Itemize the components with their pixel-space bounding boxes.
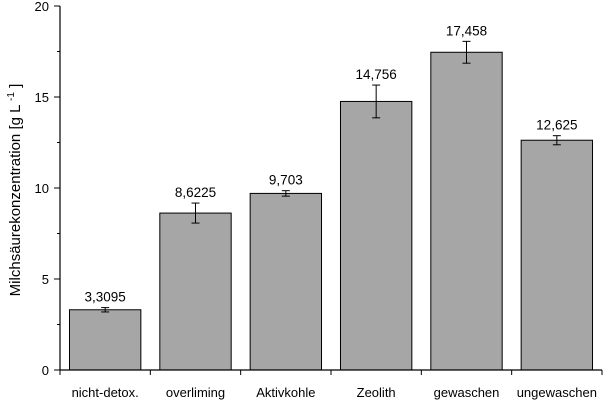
y-axis-label: Milchsäurekonzentration [g L — [7, 105, 24, 296]
bar — [68, 309, 142, 371]
data-label: 14,756 — [356, 67, 397, 82]
plot-area: 3,3095 nicht-detox. 8,6225 overliming 9,703 A… — [35, 0, 603, 400]
data-label: 8,6225 — [175, 185, 216, 200]
bar — [249, 192, 323, 371]
x-tick-label: ungewaschen — [517, 385, 597, 400]
x-tick-label: Zeolith — [357, 385, 396, 400]
x-tick-label: overliming — [166, 385, 225, 400]
data-label: 12,625 — [536, 118, 577, 133]
y-tick-label: 15 — [35, 90, 49, 105]
bar — [339, 100, 413, 371]
svg-text:Milchsäurekonzentration [g L: Milchsäurekonzentration [g L -1 ] — [1, 84, 24, 297]
y-axis-title: Milchsäurekonzentration [g L -1 ] — [1, 84, 24, 297]
data-label: 17,458 — [446, 23, 487, 38]
y-tick-label: 0 — [42, 363, 49, 378]
bar — [159, 212, 232, 371]
bar — [430, 51, 503, 371]
x-tick-label: gewaschen — [434, 385, 500, 400]
x-tick-label: nicht-detox. — [72, 385, 139, 400]
y-tick-label: 10 — [35, 181, 49, 196]
y-axis-label-close: ] — [7, 84, 24, 88]
x-tick-label: Aktivkohle — [256, 385, 315, 400]
y-axis-label-exponent: -1 — [6, 92, 17, 101]
bar — [520, 139, 594, 371]
y-tick-label: 20 — [35, 0, 49, 14]
data-label: 3,3095 — [85, 290, 126, 305]
data-label: 9,703 — [269, 173, 303, 188]
y-tick-label: 5 — [42, 272, 49, 287]
